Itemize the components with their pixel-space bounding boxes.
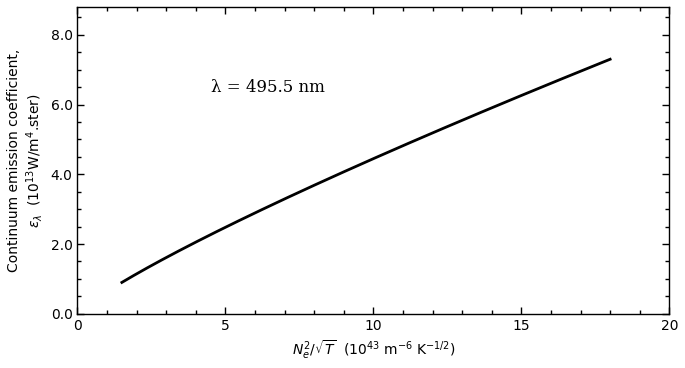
- Text: λ = 495.5 nm: λ = 495.5 nm: [211, 79, 325, 96]
- Y-axis label: Continuum emission coefficient,
$\varepsilon_\lambda$  $(10^{13}$W/m$^4$.ster): Continuum emission coefficient, $\vareps…: [7, 49, 45, 272]
- X-axis label: $N_e^2/\sqrt{T}$  $(10^{43}$ m$^{-6}$ K$^{-1/2})$: $N_e^2/\sqrt{T}$ $(10^{43}$ m$^{-6}$ K$^…: [292, 338, 455, 361]
